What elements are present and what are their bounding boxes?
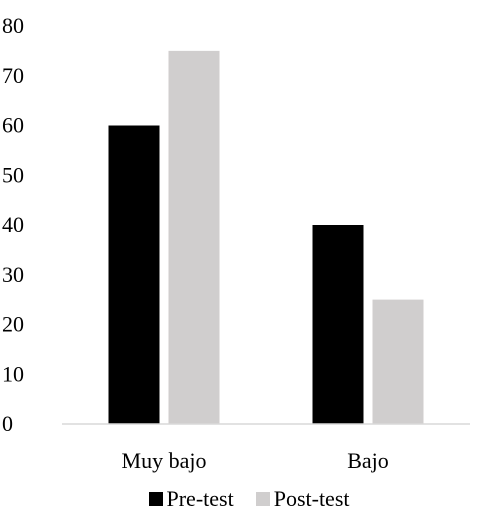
y-tick-label: 50 [2, 162, 24, 187]
legend: Pre-test Post-test [0, 485, 498, 513]
bars-group [108, 50, 424, 424]
x-axis-labels: Muy bajo Bajo [122, 448, 389, 473]
y-tick-label: 40 [2, 212, 24, 237]
bar-post-test-bajo [372, 299, 424, 424]
y-tick-label: 60 [2, 113, 24, 138]
bar-pre-test-bajo [312, 225, 364, 424]
y-tick-label: 0 [2, 411, 13, 436]
y-axis-ticks: 0 10 20 30 40 50 60 70 80 [2, 13, 24, 436]
legend-item-pre-test: Pre-test [148, 485, 234, 513]
legend-label-pre-test: Pre-test [166, 486, 234, 511]
bar-pre-test-muy-bajo [108, 125, 160, 424]
legend-swatch-post-test [255, 492, 270, 506]
legend-item-post-test: Post-test [255, 485, 350, 513]
y-tick-label: 70 [2, 63, 24, 88]
y-tick-label: 30 [2, 262, 24, 287]
legend-swatch-pre-test [148, 492, 163, 506]
x-category-label: Bajo [347, 448, 389, 473]
x-category-label: Muy bajo [122, 448, 207, 473]
bar-post-test-muy-bajo [168, 50, 220, 424]
y-tick-label: 80 [2, 13, 24, 38]
legend-label-post-test: Post-test [273, 486, 350, 511]
y-tick-label: 10 [2, 361, 24, 386]
y-tick-label: 20 [2, 312, 24, 337]
